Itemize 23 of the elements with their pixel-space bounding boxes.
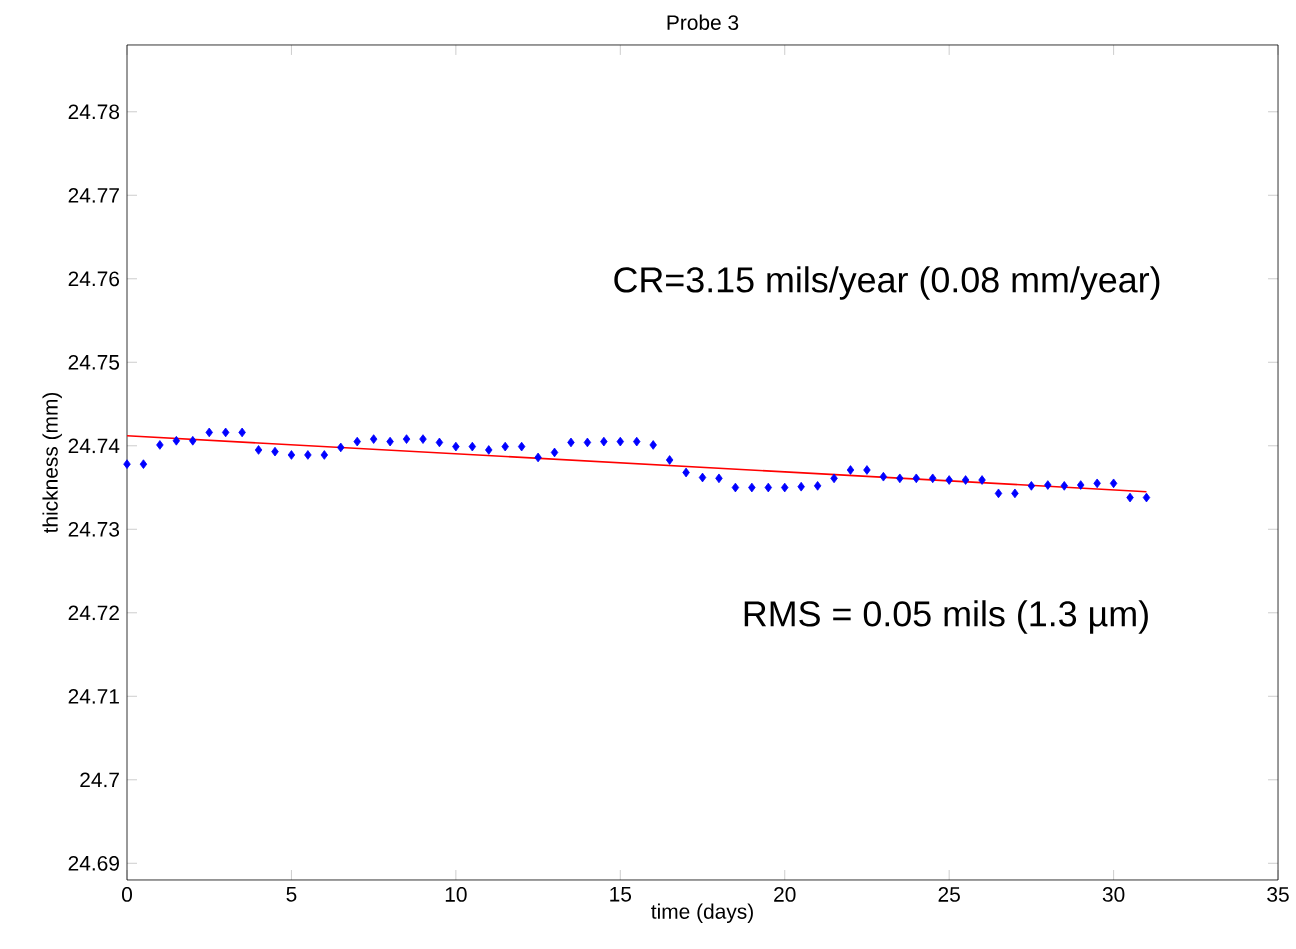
x-tick-label: 5 [286,887,297,902]
y-tick-label: 24.75 [68,354,120,370]
y-tick-label: 24.69 [68,855,119,871]
y-tick-label: 24.71 [68,688,119,704]
y-tick-label: 24.74 [68,438,120,454]
x-tick-label: 20 [774,887,796,902]
y-tick-label: 24.73 [68,521,120,537]
y-tick-label: 24.72 [68,605,119,621]
x-tick-label: 15 [610,887,632,902]
annotation: CR=3.15 mils/year (0.08 mm/year) [614,266,1160,300]
y-tick-label: 24.7 [80,772,119,788]
x-tick-label: 10 [445,887,467,902]
x-tick-label: 30 [1102,887,1125,902]
chart-title: Probe 3 [667,14,739,30]
x-tick-label: 35 [1267,887,1289,902]
x-tick-label: 25 [938,887,960,902]
y-axis-title: thickness (mm) [42,392,62,534]
y-tick-label: 24.77 [68,187,119,203]
x-axis-title: time (days) [651,903,753,924]
x-tick-label: 0 [122,887,132,902]
y-tick-label: 24.78 [68,104,120,120]
y-tick-label: 24.76 [68,271,120,287]
annotation: RMS = 0.05 mils (1.3 µm) [744,600,1148,634]
